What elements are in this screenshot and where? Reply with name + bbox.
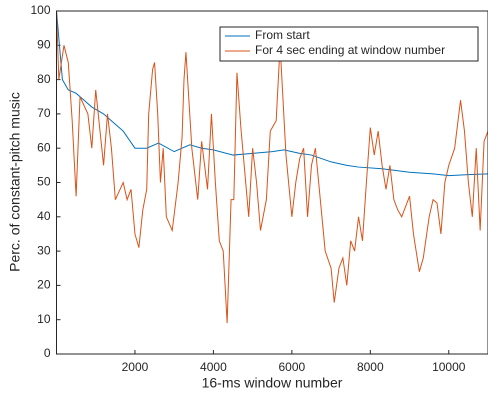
legend-label: From start — [255, 28, 310, 42]
y-tick-label: 60 — [37, 140, 51, 154]
legend-label: For 4 sec ending at window number — [255, 43, 445, 57]
y-tick-label: 20 — [37, 278, 51, 292]
y-tick-label: 70 — [37, 106, 51, 120]
y-axis-title: Perc. of constant-pitch music — [7, 92, 23, 272]
plot-frame — [56, 10, 488, 355]
y-tick-label: 0 — [44, 346, 51, 360]
x-axis-title: 16-ms window number — [202, 375, 343, 391]
y-tick-label: 10 — [37, 312, 51, 326]
x-tick-label: 6000 — [279, 360, 306, 374]
y-tick-label: 50 — [37, 175, 51, 189]
y-tick-label: 90 — [37, 37, 51, 51]
series-line — [56, 10, 488, 324]
x-tick-label: 8000 — [357, 360, 384, 374]
x-tick-label: 2000 — [122, 360, 149, 374]
y-tick-label: 80 — [37, 72, 51, 86]
x-tick-label: 10000 — [432, 360, 466, 374]
x-tick-label: 4000 — [200, 360, 227, 374]
legend-box — [219, 26, 479, 62]
plot-area — [56, 10, 488, 355]
y-tick-label: 40 — [37, 209, 51, 223]
y-tick-label: 30 — [37, 243, 51, 257]
y-tick-label: 100 — [30, 3, 50, 17]
